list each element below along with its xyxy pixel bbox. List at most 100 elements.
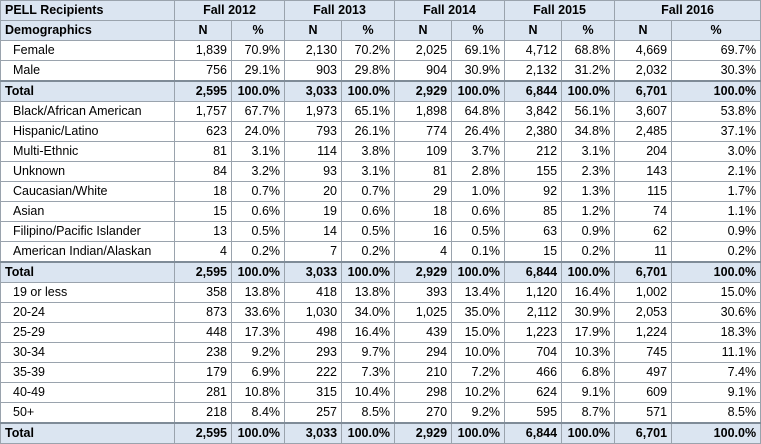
pct-header: %	[451, 20, 506, 41]
count-cell: 595	[504, 402, 563, 424]
table-row: Black/African American 1,757 67.7% 1,973 65.…	[0, 101, 761, 122]
percent-cell: 100.0%	[671, 80, 761, 102]
percent-cell: 3.7%	[451, 141, 506, 162]
percent-cell: 3.1%	[341, 161, 396, 182]
percent-cell: 10.3%	[561, 342, 616, 363]
percent-cell: 7.4%	[671, 362, 761, 383]
percent-cell: 9.7%	[341, 342, 396, 363]
percent-cell: 30.9%	[451, 60, 506, 82]
count-cell: 1,973	[284, 101, 343, 122]
count-cell: 2,032	[614, 60, 673, 82]
percent-cell: 26.4%	[451, 121, 506, 142]
percent-cell: 100.0%	[451, 261, 506, 283]
percent-cell: 0.2%	[230, 241, 286, 263]
count-cell: 704	[504, 342, 563, 363]
percent-cell: 3.1%	[561, 141, 616, 162]
count-cell: 571	[614, 402, 673, 424]
count-cell: 774	[394, 121, 453, 142]
percent-cell: 100.0%	[561, 261, 616, 283]
n-header: N	[174, 20, 232, 41]
count-cell: 1,025	[394, 302, 453, 323]
table-row: 30-34 238 9.2% 293 9.7% 294 10.0% 704 10.3% 745 11…	[0, 342, 761, 363]
count-cell: 6,844	[504, 80, 563, 102]
count-cell: 2,112	[504, 302, 563, 323]
percent-cell: 0.1%	[451, 241, 506, 263]
count-cell: 448	[174, 322, 232, 343]
count-cell: 2,595	[174, 80, 232, 102]
count-cell: 1,223	[504, 322, 563, 343]
row-label: Filipino/Pacific Islander	[0, 221, 175, 242]
percent-cell: 100.0%	[341, 261, 396, 283]
row-label: Unknown	[0, 161, 175, 182]
table-row: American Indian/Alaskan 4 0.2% 7 0.2% 4 0.1% 15…	[0, 241, 761, 263]
percent-cell: 7.2%	[451, 362, 506, 383]
count-cell: 756	[174, 60, 232, 82]
count-cell: 903	[284, 60, 343, 82]
count-cell: 270	[394, 402, 453, 424]
percent-cell: 29.1%	[230, 60, 286, 82]
count-cell: 6,701	[614, 261, 673, 283]
percent-cell: 3.8%	[341, 141, 396, 162]
count-cell: 2,595	[174, 261, 232, 283]
count-cell: 3,842	[504, 101, 563, 122]
count-cell: 1,224	[614, 322, 673, 343]
count-cell: 18	[394, 201, 453, 222]
count-cell: 498	[284, 322, 343, 343]
count-cell: 1,002	[614, 282, 673, 303]
count-cell: 418	[284, 282, 343, 303]
count-cell: 745	[614, 342, 673, 363]
percent-cell: 70.2%	[341, 40, 396, 61]
percent-cell: 8.4%	[230, 402, 286, 424]
percent-cell: 0.2%	[671, 241, 761, 263]
percent-cell: 69.1%	[451, 40, 506, 61]
pct-header: %	[671, 20, 761, 41]
count-cell: 62	[614, 221, 673, 242]
pct-header: %	[561, 20, 616, 41]
row-label: 25-29	[0, 322, 175, 343]
count-cell: 204	[614, 141, 673, 162]
table-row: Caucasian/White 18 0.7% 20 0.7% 29 1.0% 92 1.3% 1…	[0, 181, 761, 202]
row-label: 30-34	[0, 342, 175, 363]
percent-cell: 8.5%	[341, 402, 396, 424]
percent-cell: 2.1%	[671, 161, 761, 182]
n-header: N	[284, 20, 343, 41]
pct-header: %	[341, 20, 396, 41]
year-header: Fall 2012	[173, 0, 286, 21]
percent-cell: 100.0%	[230, 422, 286, 444]
row-label: 19 or less	[0, 282, 175, 303]
percent-cell: 0.7%	[230, 181, 286, 202]
count-cell: 92	[504, 181, 563, 202]
percent-cell: 18.3%	[671, 322, 761, 343]
percent-cell: 17.9%	[561, 322, 616, 343]
count-cell: 85	[504, 201, 563, 222]
percent-cell: 0.9%	[561, 221, 616, 242]
percent-cell: 100.0%	[451, 422, 506, 444]
percent-cell: 11.1%	[671, 342, 761, 363]
row-label: Hispanic/Latino	[0, 121, 175, 142]
count-cell: 4,669	[614, 40, 673, 61]
percent-cell: 3.1%	[230, 141, 286, 162]
percent-cell: 8.7%	[561, 402, 616, 424]
percent-cell: 2.3%	[561, 161, 616, 182]
count-cell: 497	[614, 362, 673, 383]
count-cell: 393	[394, 282, 453, 303]
count-cell: 74	[614, 201, 673, 222]
count-cell: 212	[504, 141, 563, 162]
count-cell: 238	[174, 342, 232, 363]
percent-cell: 100.0%	[341, 422, 396, 444]
pct-header: %	[230, 20, 286, 41]
row-label: Asian	[0, 201, 175, 222]
count-cell: 2,485	[614, 121, 673, 142]
percent-cell: 34.0%	[341, 302, 396, 323]
count-cell: 143	[614, 161, 673, 182]
percent-cell: 68.8%	[561, 40, 616, 61]
count-cell: 466	[504, 362, 563, 383]
table-row: 25-29 448 17.3% 498 16.4% 439 15.0% 1,223 17.9% 1…	[0, 322, 761, 343]
percent-cell: 35.0%	[451, 302, 506, 323]
row-label: 35-39	[0, 362, 175, 383]
percent-cell: 70.9%	[230, 40, 286, 61]
percent-cell: 9.2%	[230, 342, 286, 363]
count-cell: 904	[394, 60, 453, 82]
table-row: Female 1,839 70.9% 2,130 70.2% 2,025 69.1% 4,71…	[0, 40, 761, 61]
percent-cell: 0.9%	[671, 221, 761, 242]
